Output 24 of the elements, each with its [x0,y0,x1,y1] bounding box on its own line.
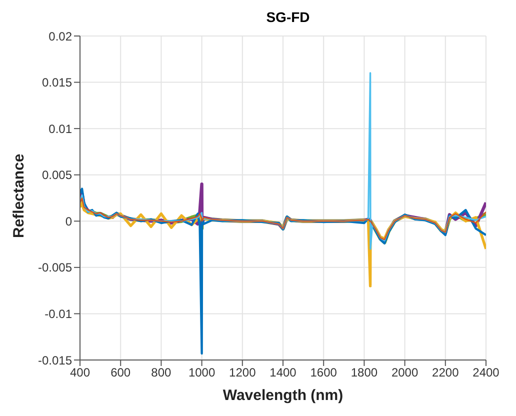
y-tick-label: -0.005 [38,260,72,275]
y-axis-title: Reflectance [10,154,28,238]
x-axis-title: Wavelength (nm) [222,387,344,404]
x-tick-label: 1000 [188,366,216,380]
x-tick-label: 1200 [229,366,256,380]
chart-title: SG-FD [265,8,311,26]
x-tick-label: 1400 [270,366,297,380]
y-tick-label: -0.01 [44,306,72,321]
y-tick-label: 0.015 [42,76,72,90]
line-series [80,72,486,250]
x-tick-label: 2200 [432,366,460,380]
y-tick-label: 0.005 [42,168,72,182]
y-tick-label: -0.015 [38,353,72,368]
x-tick-label: 800 [151,366,172,380]
x-tick-label: 600 [110,366,131,380]
line-series [80,188,486,355]
y-tick-label: 0 [65,214,72,228]
x-tick-label: 2000 [391,366,418,380]
y-tick-label: 0.02 [48,29,72,44]
y-tick-label: 0.01 [48,122,72,136]
x-tick-label: 400 [70,366,90,380]
x-tick-label: 1600 [310,366,338,380]
x-tick-label: 1800 [350,366,378,380]
x-tick-label: 2400 [472,366,500,380]
